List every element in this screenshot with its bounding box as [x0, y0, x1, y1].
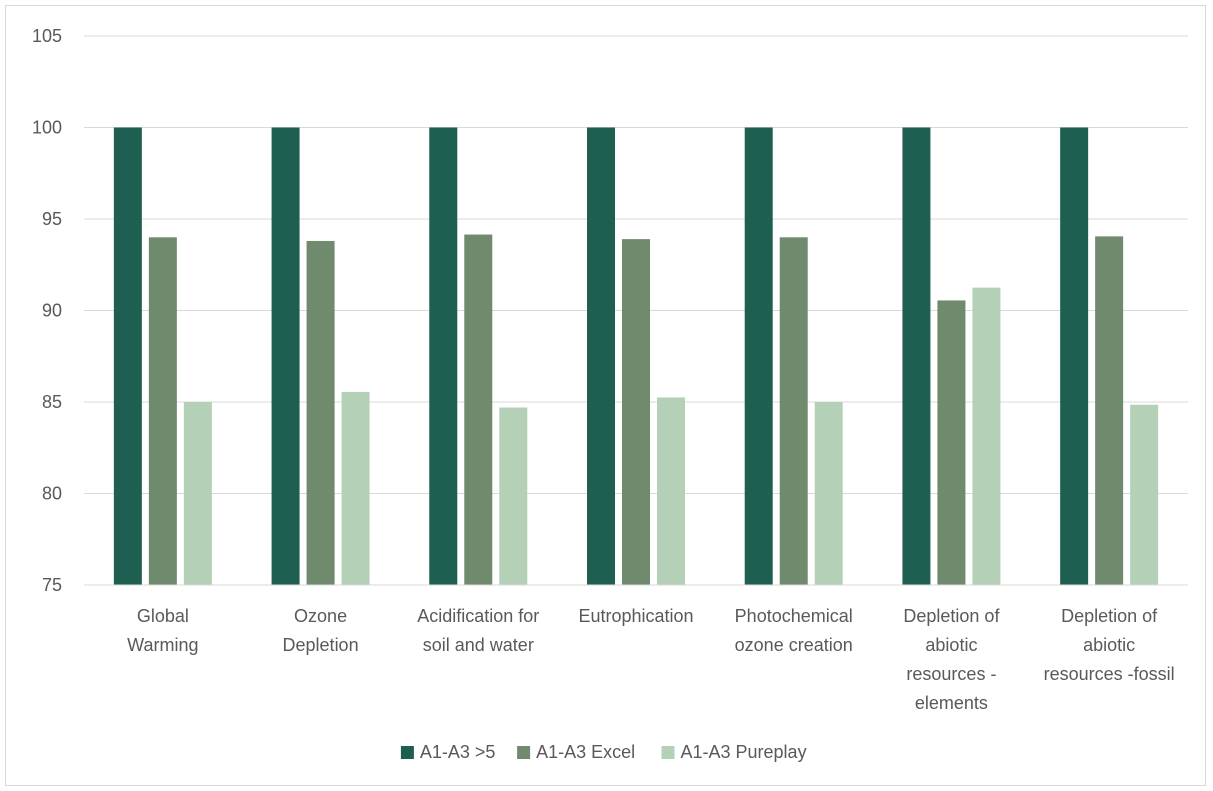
bar	[306, 240, 335, 585]
y-tick-label: 100	[32, 118, 62, 138]
x-tick-label: Acidification for soil and water	[417, 606, 539, 655]
legend-item: A1-A3 >5	[400, 742, 496, 762]
bar	[1060, 127, 1089, 585]
y-tick-label: 105	[32, 26, 62, 46]
bars	[113, 127, 1159, 586]
x-tick-label: Ozone Depletion	[283, 606, 359, 655]
y-axis-ticks: 75 80 85 90 95 100 105	[32, 26, 62, 595]
bar	[622, 239, 650, 585]
bar	[341, 391, 370, 585]
legend-label: A1-A3 >5	[420, 742, 496, 762]
bar	[814, 402, 843, 585]
x-axis-labels: Global Warming Ozone Depletion Acidification…	[127, 606, 1174, 713]
y-tick-label: 80	[42, 484, 62, 504]
bar	[744, 127, 773, 585]
gridlines	[84, 35, 1188, 494]
bar	[779, 237, 808, 586]
bar	[464, 234, 493, 585]
bar	[937, 300, 966, 585]
x-tick-label: Photochemical ozone creation	[735, 606, 853, 655]
bar	[587, 127, 615, 585]
y-tick-label: 90	[42, 301, 62, 321]
x-tick-label: Depletion of abiotic resources -fossil	[1044, 606, 1175, 684]
bar	[972, 287, 1001, 585]
bar	[271, 127, 300, 585]
legend-item: A1-A3 Excel	[517, 742, 635, 762]
x-tick-label: Depletion of abiotic resources -elements	[903, 606, 1000, 713]
legend: A1-A3 >5 A1-A3 Excel A1-A3 Pureplay	[400, 742, 807, 762]
bar	[657, 397, 685, 585]
bar	[148, 237, 177, 586]
bar	[499, 407, 528, 585]
legend-label: A1-A3 Pureplay	[681, 742, 807, 762]
legend-swatch	[517, 746, 531, 759]
legend-label: A1-A3 Excel	[536, 742, 635, 762]
x-tick-label: Eutrophication	[578, 606, 693, 626]
bar	[1130, 404, 1159, 585]
legend-swatch	[661, 746, 675, 759]
y-tick-label: 75	[42, 575, 62, 595]
bar	[183, 402, 212, 585]
y-tick-label: 95	[42, 209, 62, 229]
y-tick-label: 85	[42, 392, 62, 412]
legend-swatch	[400, 746, 414, 759]
bar	[113, 127, 142, 585]
legend-item: A1-A3 Pureplay	[661, 742, 807, 762]
x-tick-label: Global Warming	[127, 606, 198, 655]
bar	[429, 127, 458, 585]
bar	[902, 127, 931, 585]
bar	[1095, 236, 1124, 585]
